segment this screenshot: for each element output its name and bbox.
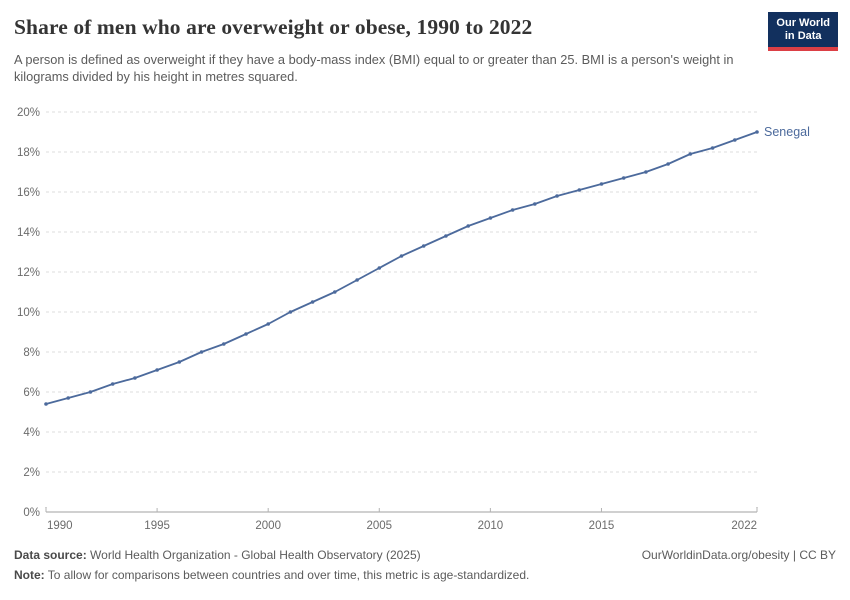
chart-footer: Data source: World Health Organization -… bbox=[14, 548, 836, 582]
data-point[interactable] bbox=[377, 266, 382, 270]
x-tick-label: 2015 bbox=[589, 520, 615, 532]
data-source-text: Data source: World Health Organization -… bbox=[14, 548, 421, 562]
y-tick-label: 2% bbox=[23, 467, 40, 479]
data-point[interactable] bbox=[133, 376, 137, 380]
y-tick-label: 10% bbox=[17, 307, 40, 319]
data-point[interactable] bbox=[155, 368, 159, 372]
data-point[interactable] bbox=[488, 216, 493, 220]
data-point[interactable] bbox=[733, 138, 737, 142]
data-point[interactable] bbox=[621, 176, 626, 180]
y-tick-label: 12% bbox=[17, 267, 40, 279]
y-tick-label: 6% bbox=[23, 387, 40, 399]
senegal-trend-line[interactable] bbox=[45, 131, 758, 405]
data-point[interactable] bbox=[710, 146, 715, 150]
data-point[interactable] bbox=[355, 278, 359, 282]
x-tick-label: 1990 bbox=[47, 520, 73, 532]
data-source-value: World Health Organization - Global Healt… bbox=[90, 548, 421, 562]
y-tick-label: 18% bbox=[17, 147, 40, 159]
data-point[interactable] bbox=[466, 224, 471, 228]
note-label: Note: bbox=[14, 568, 45, 582]
series-label-senegal[interactable]: Senegal bbox=[764, 125, 810, 139]
x-tick-label: 2000 bbox=[255, 520, 281, 532]
data-point[interactable] bbox=[533, 202, 537, 206]
chart-subtitle: A person is defined as overweight if the… bbox=[14, 52, 734, 84]
y-tick-label: 14% bbox=[17, 227, 40, 239]
x-tick-label: 2022 bbox=[731, 520, 757, 532]
data-point[interactable] bbox=[310, 300, 315, 304]
page-title: Share of men who are overweight or obese… bbox=[14, 15, 533, 39]
data-point[interactable] bbox=[266, 322, 271, 326]
data-point[interactable] bbox=[755, 130, 759, 134]
data-point[interactable] bbox=[555, 194, 559, 198]
data-point[interactable] bbox=[444, 234, 448, 238]
data-source-label: Data source: bbox=[14, 548, 87, 562]
note-text: To allow for comparisons between countri… bbox=[47, 568, 530, 582]
data-point[interactable] bbox=[110, 382, 115, 386]
data-point[interactable] bbox=[222, 342, 226, 346]
data-point[interactable] bbox=[421, 244, 426, 248]
y-tick-label: 4% bbox=[23, 427, 40, 439]
data-point[interactable] bbox=[644, 170, 648, 174]
y-tick-label: 16% bbox=[17, 187, 40, 199]
data-point[interactable] bbox=[199, 350, 204, 354]
data-point[interactable] bbox=[688, 152, 693, 156]
data-point[interactable] bbox=[244, 332, 248, 336]
data-point[interactable] bbox=[88, 390, 93, 394]
y-tick-label: 0% bbox=[23, 507, 40, 519]
data-point[interactable] bbox=[666, 162, 670, 166]
x-tick-label: 2010 bbox=[478, 520, 504, 532]
y-tick-label: 8% bbox=[23, 347, 40, 359]
x-tick-label: 2005 bbox=[366, 520, 392, 532]
data-point[interactable] bbox=[599, 182, 604, 186]
data-point[interactable] bbox=[333, 290, 337, 294]
data-point[interactable] bbox=[288, 310, 293, 314]
owid-logo-line2: in Data bbox=[784, 30, 822, 42]
data-point[interactable] bbox=[177, 360, 182, 364]
data-point[interactable] bbox=[510, 208, 515, 212]
owid-logo[interactable]: Our World in Data bbox=[768, 12, 838, 51]
y-tick-label: 20% bbox=[17, 107, 40, 119]
owid-credit-link[interactable]: OurWorldinData.org/obesity | CC BY bbox=[641, 548, 836, 562]
data-point[interactable] bbox=[44, 402, 48, 406]
data-point[interactable] bbox=[577, 188, 582, 192]
data-point[interactable] bbox=[399, 254, 404, 258]
data-point[interactable] bbox=[66, 396, 70, 400]
x-tick-label: 1995 bbox=[144, 520, 170, 532]
owid-logo-line1: Our World bbox=[776, 17, 830, 29]
